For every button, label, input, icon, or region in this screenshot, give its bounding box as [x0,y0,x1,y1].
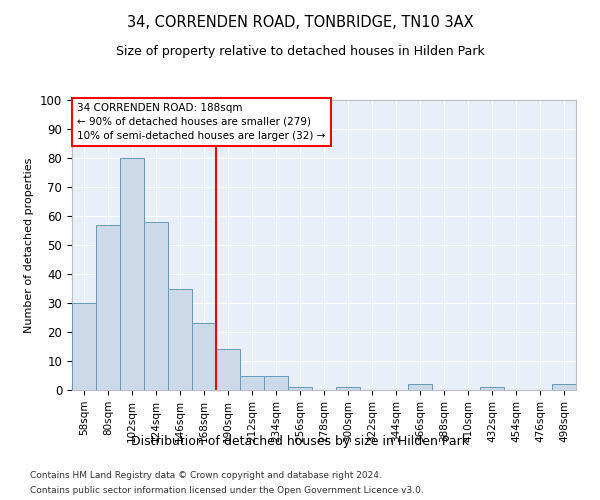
Bar [336,387,360,390]
Bar [408,384,432,390]
Text: 34 CORRENDEN ROAD: 188sqm
← 90% of detached houses are smaller (279)
10% of semi: 34 CORRENDEN ROAD: 188sqm ← 90% of detac… [77,103,325,141]
Bar [144,222,168,390]
Text: 34, CORRENDEN ROAD, TONBRIDGE, TN10 3AX: 34, CORRENDEN ROAD, TONBRIDGE, TN10 3AX [127,15,473,30]
Bar [240,376,264,390]
Text: Contains public sector information licensed under the Open Government Licence v3: Contains public sector information licen… [30,486,424,495]
Bar [480,387,504,390]
Bar [96,224,120,390]
Bar [264,376,288,390]
Bar [168,288,192,390]
Bar [120,158,144,390]
Bar [192,324,216,390]
Bar [552,384,576,390]
Bar [72,303,96,390]
Y-axis label: Number of detached properties: Number of detached properties [25,158,34,332]
Text: Distribution of detached houses by size in Hilden Park: Distribution of detached houses by size … [131,435,469,448]
Text: Contains HM Land Registry data © Crown copyright and database right 2024.: Contains HM Land Registry data © Crown c… [30,471,382,480]
Bar [216,350,240,390]
Text: Size of property relative to detached houses in Hilden Park: Size of property relative to detached ho… [116,45,484,58]
Bar [288,387,312,390]
